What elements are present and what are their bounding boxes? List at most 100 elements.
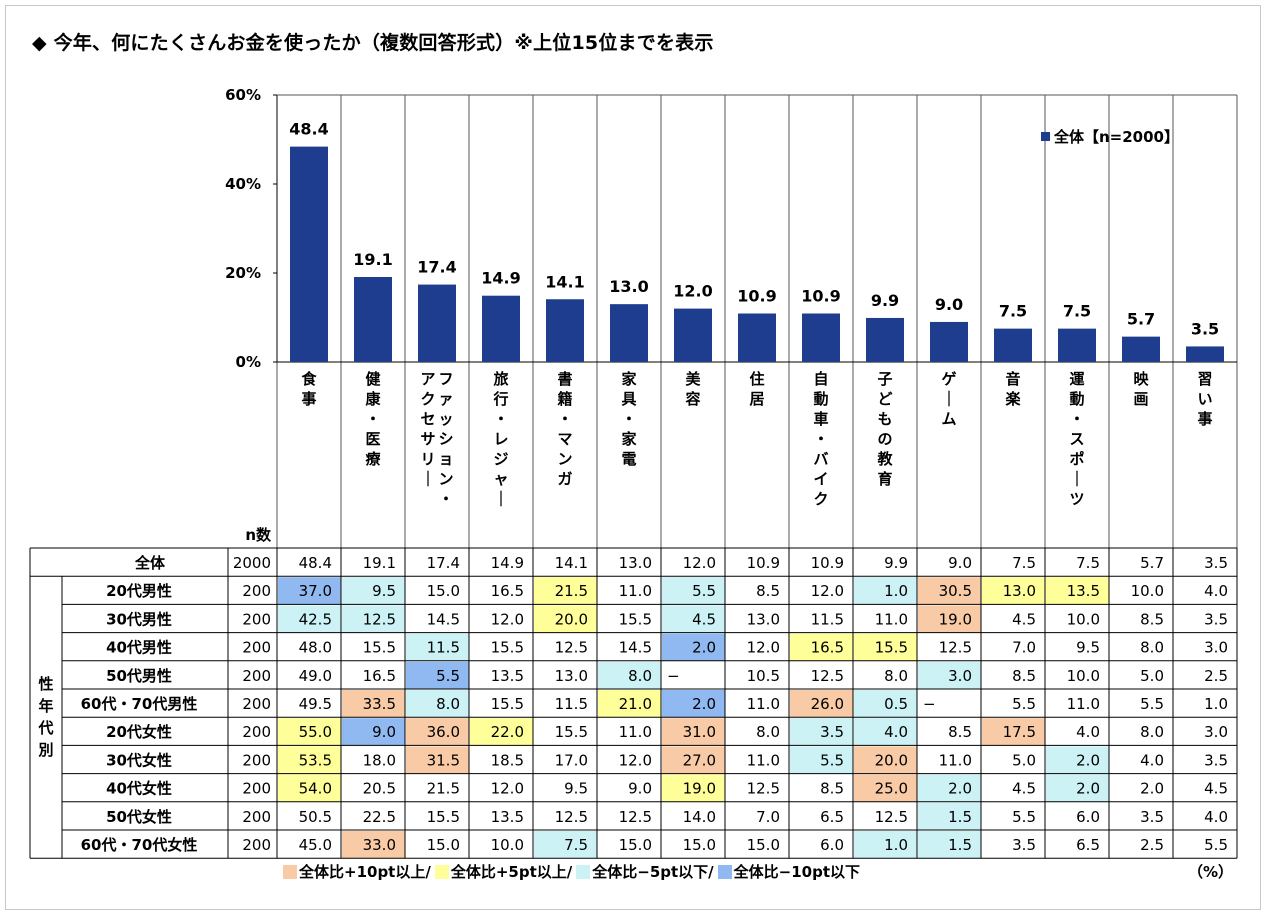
value-label: 48.4 [289, 120, 328, 139]
cell-value: 20.0 [875, 751, 908, 769]
cell-value: 12.5 [363, 610, 396, 628]
cell-value: 12.5 [875, 808, 908, 826]
cell-value: 14.5 [619, 639, 652, 657]
cell-highlight [406, 746, 469, 774]
cell-value: 12.0 [811, 582, 844, 600]
cell-value: 21.0 [619, 695, 652, 713]
cell-value: 10.0 [1131, 582, 1164, 600]
cell-value: 13.5 [491, 808, 524, 826]
cell-highlight [854, 718, 917, 746]
value-label: 12.0 [673, 282, 712, 301]
row-label: 30代女性 [106, 751, 172, 769]
cell-value: 11.5 [811, 610, 844, 628]
cell-highlight [342, 577, 405, 605]
n-value: 200 [242, 751, 271, 769]
cell-value: 37.0 [299, 582, 332, 600]
cell-value: 17.5 [1003, 723, 1036, 741]
cell-value: 9.5 [372, 582, 396, 600]
cell-value: 6.0 [1076, 808, 1100, 826]
row-label: 50代女性 [106, 808, 172, 826]
cell-value: 11.0 [875, 610, 908, 628]
category-label: 食事 [301, 370, 317, 408]
cell-value: 17.0 [555, 751, 588, 769]
n-value: 200 [242, 582, 271, 600]
cell-highlight [790, 633, 853, 661]
cell-value: 3.0 [948, 667, 972, 685]
cell-value: 2.5 [1140, 836, 1164, 854]
bar [866, 317, 904, 362]
cell-value: 42.5 [299, 610, 332, 628]
chart-title: ◆ 今年、何にたくさんお金を使ったか（複数回答形式）※上位15位までを表示 [32, 32, 714, 54]
cell-value: 15.0 [427, 836, 460, 854]
row-label: 30代男性 [106, 610, 172, 628]
cell-value: 12.5 [747, 780, 780, 798]
cell-value: 12.0 [683, 554, 716, 572]
cell-value: 8.0 [884, 667, 908, 685]
cell-highlight [406, 690, 469, 718]
key-swatch [283, 864, 297, 879]
cell-value: 11.5 [555, 695, 588, 713]
cell-value: 6.5 [820, 808, 844, 826]
cell-value: 7.0 [1012, 639, 1036, 657]
key-label: 全体比−10pt以下 [733, 863, 861, 881]
category-label: ゲ｜ム [941, 370, 956, 428]
bar [1186, 346, 1224, 362]
n-value: 2000 [233, 554, 271, 572]
cell-value: 4.0 [1140, 751, 1164, 769]
key-item: 全体比−10pt以下 [717, 861, 861, 882]
row-label: 50代男性 [106, 667, 172, 685]
cell-value: 13.0 [555, 667, 588, 685]
y-tick-label: 20% [225, 264, 261, 282]
n-value: 200 [242, 723, 271, 741]
cell-highlight [662, 577, 725, 605]
row-label: 20代女性 [106, 723, 172, 741]
row-label: 全体 [134, 554, 166, 572]
cell-highlight [854, 633, 917, 661]
category-label: 健康・医療 [365, 370, 381, 468]
cell-value: 4.0 [1204, 808, 1228, 826]
cell-highlight [918, 802, 981, 830]
category-label: 映画 [1133, 370, 1149, 408]
key-item: 全体比+10pt以上/ [283, 861, 431, 882]
category-label: 音楽 [1005, 370, 1021, 408]
n-value: 200 [242, 780, 271, 798]
cell-highlight [1046, 774, 1109, 802]
cell-highlight [598, 690, 661, 718]
value-label: 14.1 [545, 272, 584, 291]
row-label: 60代・70代女性 [81, 836, 198, 854]
cell-highlight [662, 690, 725, 718]
y-tick-label: 60% [225, 86, 261, 104]
category-label: 習い事 [1197, 370, 1212, 428]
cell-value: 53.5 [299, 751, 332, 769]
cell-value: 10.9 [747, 554, 780, 572]
cell-value: 33.0 [363, 836, 396, 854]
value-label: 19.1 [353, 250, 392, 269]
cell-highlight [406, 718, 469, 746]
cell-highlight [918, 577, 981, 605]
cell-value: 15.5 [491, 695, 524, 713]
cell-highlight [662, 746, 725, 774]
bar [930, 321, 968, 362]
cell-highlight [278, 718, 341, 746]
cell-value: 5.5 [692, 582, 716, 600]
key-label: 全体比−5pt以下/ [592, 863, 714, 881]
n-value: 200 [242, 667, 271, 685]
cell-highlight [854, 690, 917, 718]
cell-value: 5.0 [1140, 667, 1164, 685]
cell-value: 15.5 [875, 639, 908, 657]
cell-value: 33.5 [363, 695, 396, 713]
cell-value: 9.0 [372, 723, 396, 741]
cell-value: 20.0 [555, 610, 588, 628]
cell-value: 20.5 [363, 780, 396, 798]
cell-value: 3.0 [1204, 639, 1228, 657]
cell-highlight [534, 831, 597, 859]
bar [738, 313, 776, 362]
n-header: n数 [245, 526, 272, 544]
cell-value: 1.0 [884, 836, 908, 854]
row-label: 60代・70代男性 [81, 695, 198, 713]
cell-value: 4.0 [884, 723, 908, 741]
cell-highlight [1046, 577, 1109, 605]
cell-value: 3.5 [1204, 751, 1228, 769]
cell-value: 5.5 [436, 667, 460, 685]
